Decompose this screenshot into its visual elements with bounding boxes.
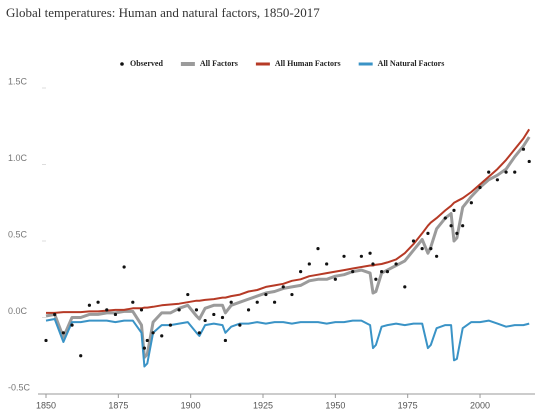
observed-point (139, 308, 144, 312)
observed-point (212, 312, 216, 317)
observed-point (495, 178, 499, 182)
observed-point (426, 231, 430, 235)
observed-point (220, 315, 225, 320)
legend-label: All Natural Factors (378, 59, 445, 68)
observed-point (160, 334, 164, 338)
observed-point (435, 254, 439, 258)
observed-point (168, 323, 173, 327)
observed-point (105, 308, 109, 312)
observed-point (238, 323, 242, 327)
observed-point (371, 262, 375, 266)
observed-point (197, 331, 201, 335)
observed-point (342, 254, 346, 258)
observed-point (145, 338, 149, 343)
observed-point (281, 285, 285, 289)
y-tick-label: 0.5C (8, 229, 28, 239)
observed-point (368, 251, 372, 255)
observed-point (429, 247, 433, 251)
series-line (45, 318, 530, 368)
observed-point (521, 147, 526, 151)
legend-label: Observed (130, 59, 163, 68)
observed-point (194, 308, 199, 312)
series-line (46, 128, 531, 314)
observed-point (307, 262, 311, 266)
legend-label: All Factors (200, 59, 238, 68)
observed-point (394, 262, 398, 266)
observed-point (53, 312, 57, 317)
observed-point (151, 331, 155, 335)
observed-point (316, 247, 320, 251)
observed-point (380, 270, 384, 274)
observed-point (351, 270, 355, 274)
y-tick-label: -0.5C (8, 382, 31, 392)
observed-point (452, 208, 456, 212)
observed-point (96, 300, 100, 304)
observed-point (113, 312, 118, 317)
observed-point (223, 338, 227, 343)
observed-point (186, 292, 190, 297)
legend-marker (120, 62, 124, 66)
observed-point (461, 224, 465, 228)
observed-point (290, 292, 294, 297)
observed-point (487, 170, 491, 174)
observed-point (513, 170, 517, 174)
observed-point (264, 292, 268, 297)
observed-point (272, 300, 277, 304)
observed-point (229, 300, 233, 304)
observed-point (131, 300, 135, 304)
x-tick-label: 1875 (108, 400, 128, 410)
observed-point (177, 308, 181, 312)
x-tick-label: 1975 (398, 400, 418, 410)
observed-point (374, 277, 378, 281)
observed-point (203, 318, 207, 323)
legend-label: All Human Factors (275, 59, 341, 68)
y-tick-label: 1.5C (8, 76, 28, 86)
series-line (45, 136, 531, 359)
x-tick-label: 1925 (253, 400, 273, 410)
observed-point (469, 201, 473, 205)
observed-point (142, 346, 146, 350)
observed-point (385, 270, 390, 274)
observed-point (255, 300, 259, 304)
observed-point (449, 224, 453, 228)
observed-point (79, 354, 83, 358)
observed-point (299, 270, 303, 274)
chart-title: Global temperatures: Human and natural f… (6, 5, 320, 20)
x-tick-label: 1900 (181, 400, 201, 410)
observed-point (403, 285, 407, 289)
observed-point (246, 308, 251, 312)
observed-point (455, 231, 459, 235)
y-tick-label: 0.0C (8, 306, 28, 316)
observed-point (478, 185, 482, 190)
observed-point (70, 323, 74, 327)
observed-point (359, 254, 363, 258)
observed-point (420, 247, 424, 251)
observed-point (87, 303, 92, 307)
x-tick-label: 2000 (470, 400, 490, 410)
observed-point (122, 265, 126, 269)
observed-point (44, 338, 48, 343)
observed-point (411, 239, 416, 243)
observed-point (527, 159, 531, 164)
observed-point (504, 170, 508, 174)
observed-point (443, 216, 447, 220)
observed-point (325, 262, 329, 266)
observed-point (333, 277, 337, 281)
observed-point (61, 331, 65, 335)
x-tick-label: 1950 (325, 400, 345, 410)
y-tick-label: 1.0C (8, 153, 28, 163)
x-tick-label: 1850 (36, 400, 56, 410)
